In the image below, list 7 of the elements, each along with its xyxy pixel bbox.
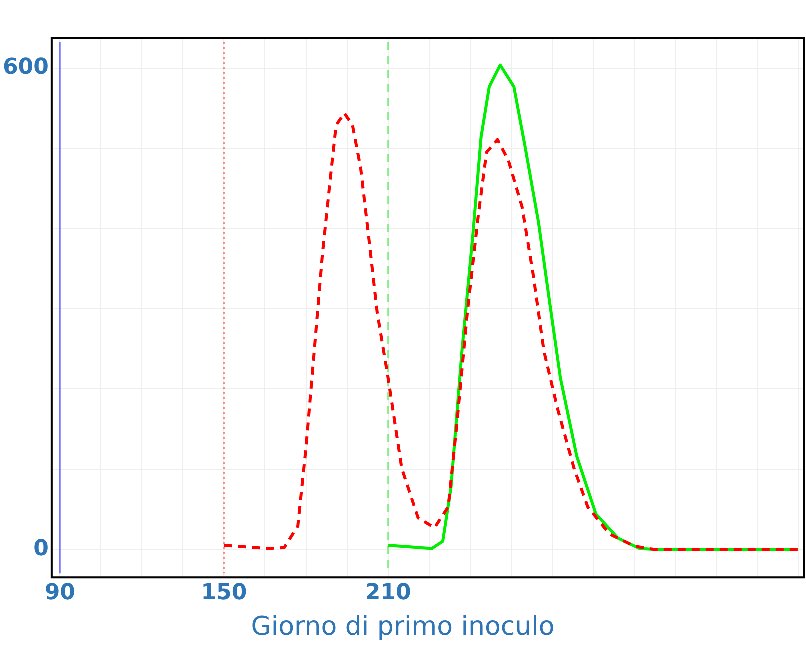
y-tick-label: 600 (2, 55, 49, 80)
x-tick-label: 90 (44, 580, 76, 606)
x-axis-title: Giorno di primo inoculo (250, 612, 556, 642)
x-tick-label: 150 (201, 580, 248, 606)
y-tick-label: 0 (34, 536, 49, 562)
x-tick-label: 210 (365, 580, 412, 606)
line-series (222, 112, 800, 552)
